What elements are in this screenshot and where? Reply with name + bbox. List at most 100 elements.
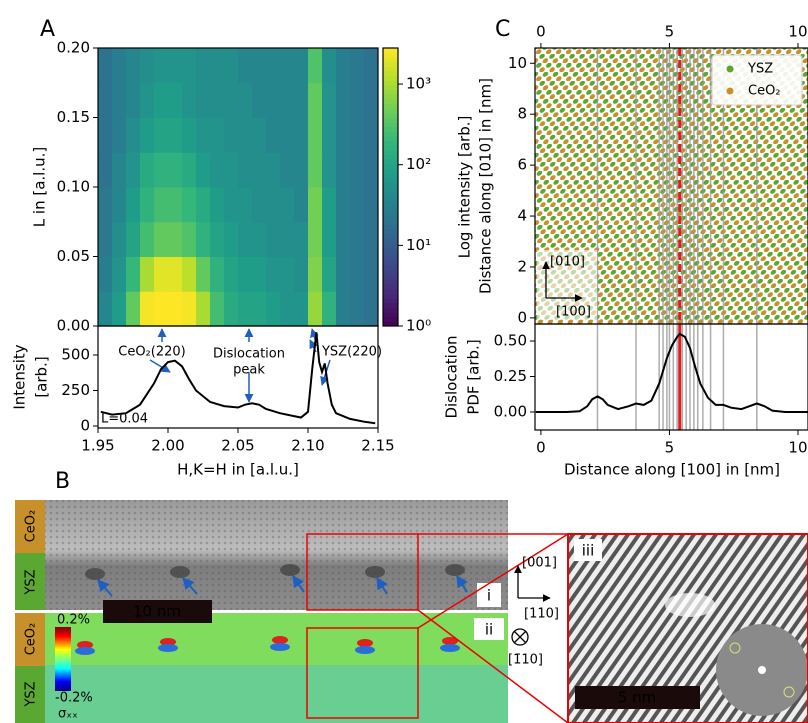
y-axis-label: L in [a.l.u.] bbox=[31, 147, 49, 227]
heatmap-cell bbox=[140, 152, 155, 188]
y-tick-label: 0.00 bbox=[57, 317, 90, 335]
zoom-line bbox=[417, 609, 569, 723]
y-tick-label: 6 bbox=[517, 156, 527, 174]
strain-label: σₓₓ bbox=[58, 707, 78, 722]
colorbar-step bbox=[383, 108, 398, 114]
heatmap-cell bbox=[224, 117, 239, 153]
strain-map-lower bbox=[45, 665, 508, 723]
heatmap-cell bbox=[140, 256, 155, 292]
x-tick-label: 5 bbox=[665, 439, 675, 457]
heatmap-cell bbox=[294, 82, 309, 118]
heatmap-cell bbox=[252, 256, 267, 292]
heatmap-cell bbox=[196, 82, 211, 118]
heatmap-cell bbox=[308, 187, 323, 223]
colorbar-step bbox=[383, 66, 398, 72]
colorbar-step bbox=[383, 48, 398, 54]
x-tick-label: 2.10 bbox=[291, 437, 324, 455]
heatmap-cell bbox=[252, 221, 267, 257]
heatmap-cell bbox=[224, 291, 239, 327]
axes-frame bbox=[534, 323, 808, 431]
heatmap-cell bbox=[364, 221, 379, 257]
colorbar-step bbox=[383, 270, 398, 276]
heatmap-cell bbox=[364, 187, 379, 223]
heatmap-cell bbox=[322, 82, 337, 118]
heatmap-cell bbox=[196, 256, 211, 292]
heatmap-cell bbox=[266, 117, 281, 153]
colorbar-step bbox=[383, 98, 398, 105]
colorbar-step bbox=[383, 251, 398, 257]
y-tick-label: 0.20 bbox=[57, 39, 90, 57]
scale-bar-box bbox=[575, 686, 700, 709]
heatmap-cell bbox=[308, 82, 323, 118]
zoom-line bbox=[417, 533, 569, 629]
y-tick-label: 0.00 bbox=[494, 402, 527, 420]
heatmap-cell bbox=[98, 48, 113, 84]
heatmap-cell bbox=[126, 48, 141, 84]
colorbar-step bbox=[383, 228, 398, 234]
heatmap-cell bbox=[350, 117, 365, 153]
scale-bar-label: 10 nm bbox=[133, 603, 181, 621]
colorbar-step bbox=[383, 182, 398, 188]
subpanel-label: i bbox=[487, 587, 491, 605]
y-tick-label: 0.10 bbox=[57, 178, 90, 196]
y-axis-label: PDF [arb.] bbox=[465, 339, 483, 414]
heatmap-cell bbox=[308, 152, 323, 188]
annotation: L=0.04 bbox=[101, 412, 148, 427]
zoom-box bbox=[306, 627, 419, 719]
heatmap-cell bbox=[210, 221, 225, 257]
colorbar-step bbox=[383, 233, 398, 239]
colorbar-step bbox=[383, 302, 398, 308]
subpanel-box bbox=[474, 618, 504, 640]
y-tick-label: 0.15 bbox=[57, 108, 90, 126]
heatmap-cell bbox=[294, 117, 309, 153]
ysz-layer-box bbox=[15, 666, 45, 723]
heatmap-cell bbox=[266, 187, 281, 223]
x-tick-label: 10 bbox=[788, 439, 807, 457]
colorbar-step bbox=[383, 293, 398, 299]
heatmap-cell bbox=[168, 291, 183, 327]
heatmap-cell bbox=[196, 291, 211, 327]
colorbar-step bbox=[383, 200, 398, 207]
heatmap-cell bbox=[322, 221, 337, 257]
colorbar-step bbox=[383, 321, 398, 327]
colorbar-step bbox=[383, 154, 398, 160]
colorbar-step bbox=[383, 214, 398, 220]
heatmap-cell bbox=[364, 82, 379, 118]
colorbar-step bbox=[383, 210, 398, 216]
heatmap-cell bbox=[210, 82, 225, 118]
heatmap-cell bbox=[140, 187, 155, 223]
heatmap-cell bbox=[168, 221, 183, 257]
colorbar-step bbox=[383, 177, 398, 183]
heatmap-cell bbox=[280, 117, 295, 153]
heatmap-cell bbox=[126, 152, 141, 188]
y-tick-label: 2 bbox=[517, 257, 527, 275]
ysz-layer-box bbox=[15, 553, 45, 610]
heatmap-cell bbox=[280, 256, 295, 292]
heatmap-cell bbox=[350, 152, 365, 188]
zoom-box bbox=[306, 533, 419, 611]
legend-label: CeO₂ bbox=[748, 84, 781, 99]
layer-label: YSZ bbox=[24, 569, 39, 595]
heatmap-cell bbox=[98, 256, 113, 292]
legend-marker bbox=[726, 65, 734, 73]
colorbar-step bbox=[383, 94, 398, 100]
heatmap-cell bbox=[98, 152, 113, 188]
colorbar-step bbox=[383, 275, 398, 281]
heatmap-cell bbox=[126, 256, 141, 292]
colorbar-step bbox=[383, 284, 398, 290]
heatmap-cell bbox=[238, 117, 253, 153]
heatmap-cell bbox=[98, 221, 113, 257]
colorbar-step bbox=[383, 131, 398, 137]
heatmap-cell bbox=[350, 48, 365, 84]
heatmap-cell bbox=[168, 256, 183, 292]
heatmap-cell bbox=[210, 117, 225, 153]
data-line bbox=[535, 332, 808, 413]
y-axis-label: Distance along [010] in [nm] bbox=[477, 78, 495, 294]
heatmap-cell bbox=[280, 152, 295, 188]
colorbar-step bbox=[383, 145, 398, 151]
heatmap-cell bbox=[266, 82, 281, 118]
legend-marker bbox=[726, 87, 734, 95]
heatmap-cell bbox=[238, 152, 253, 188]
heatmap-cell bbox=[126, 221, 141, 257]
dislocation-cores bbox=[85, 564, 465, 580]
